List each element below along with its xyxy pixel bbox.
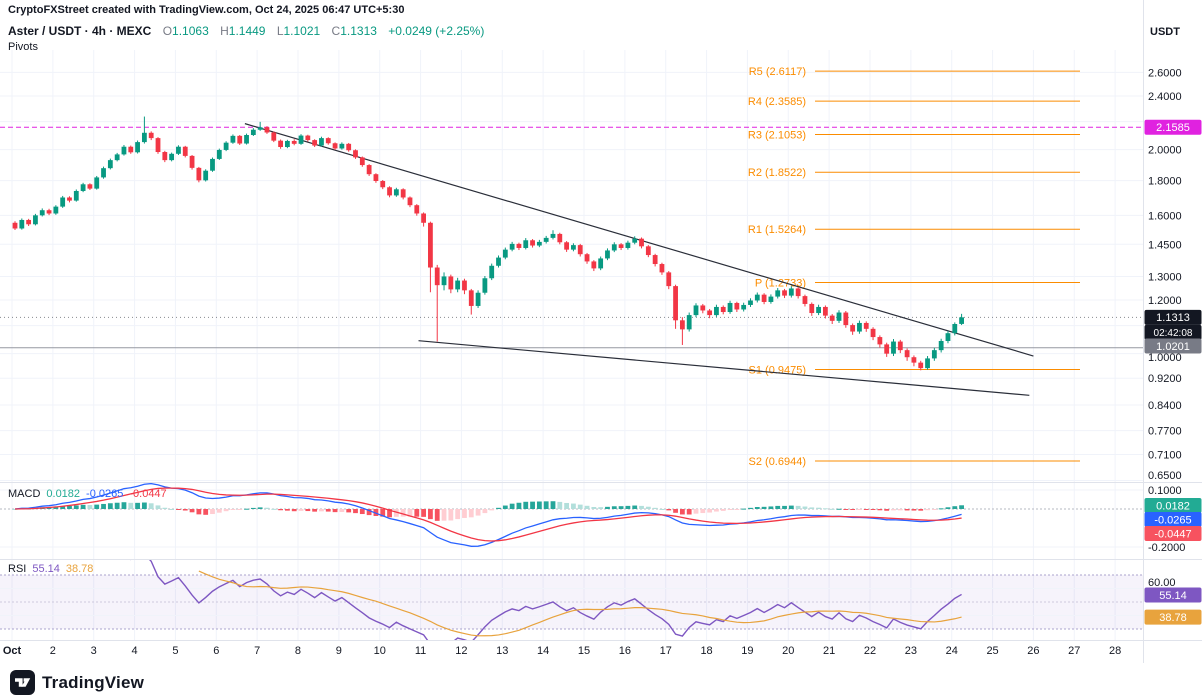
rsi-legend[interactable]: RSI 55.14 38.78 xyxy=(8,563,99,575)
svg-text:16: 16 xyxy=(619,645,631,657)
svg-text:R4 (2.3585): R4 (2.3585) xyxy=(748,96,806,108)
svg-text:10: 10 xyxy=(374,645,386,657)
svg-text:1.2000: 1.2000 xyxy=(1148,295,1182,307)
price-axis[interactable]: 2.6000 2.4000 2.0000 1.8000 1.6000 1.4500 1.30… xyxy=(0,0,1202,663)
svg-text:7: 7 xyxy=(254,645,260,657)
time-axis[interactable]: Oct 2 3 4 5 6 7 8 9 10 11 12 13 14 15 16 17 18 19 20 21 22 23 2… xyxy=(3,645,1121,657)
svg-text:S2 (0.6944): S2 (0.6944) xyxy=(749,456,806,468)
rsi-pane xyxy=(0,560,1143,640)
svg-text:2.4000: 2.4000 xyxy=(1148,91,1182,103)
svg-text:0.9200: 0.9200 xyxy=(1148,373,1182,385)
svg-text:0.7700: 0.7700 xyxy=(1148,426,1182,438)
svg-text:2.1585: 2.1585 xyxy=(1156,122,1190,134)
rsi-value: 55.14 xyxy=(32,563,60,575)
svg-text:Oct: Oct xyxy=(3,645,22,657)
svg-text:5: 5 xyxy=(172,645,178,657)
svg-text:28: 28 xyxy=(1109,645,1121,657)
svg-text:55.14: 55.14 xyxy=(1159,590,1187,602)
svg-text:0.8400: 0.8400 xyxy=(1148,400,1182,412)
svg-text:R2 (1.8522): R2 (1.8522) xyxy=(748,167,806,179)
pivots-indicator-label[interactable]: Pivots xyxy=(8,41,38,53)
svg-text:1.0000: 1.0000 xyxy=(1148,352,1182,364)
svg-text:22: 22 xyxy=(864,645,876,657)
svg-text:1.0201: 1.0201 xyxy=(1156,341,1190,353)
candles xyxy=(12,116,964,371)
macd-legend[interactable]: MACD 0.0182 -0.0265 -0.0447 xyxy=(8,488,173,500)
macd-label: MACD xyxy=(8,488,41,500)
macd-pane xyxy=(0,483,1143,548)
svg-text:14: 14 xyxy=(537,645,549,657)
symbol-title: Aster / USDT · 4h · MEXC xyxy=(8,24,152,38)
close-label: C xyxy=(331,24,341,38)
change-value: +0.0249 (+2.25%) xyxy=(388,24,485,38)
svg-text:R5 (2.6117): R5 (2.6117) xyxy=(749,66,806,78)
tradingview-logo-text: TradingView xyxy=(42,672,145,692)
svg-text:18: 18 xyxy=(700,645,712,657)
svg-text:6: 6 xyxy=(213,645,219,657)
tradingview-logo-icon xyxy=(10,670,35,695)
close-value: 1.1313 xyxy=(340,24,377,38)
high-label: H xyxy=(220,24,229,38)
symbol-legend[interactable]: Aster / USDT · 4h · MEXC O1.1063 H1.1449… xyxy=(8,24,484,38)
svg-text:4: 4 xyxy=(132,645,138,657)
svg-text:38.78: 38.78 xyxy=(1159,612,1187,624)
svg-text:24: 24 xyxy=(946,645,958,657)
svg-text:13: 13 xyxy=(496,645,508,657)
svg-text:12: 12 xyxy=(455,645,467,657)
main-pane: R5 (2.6117) R4 (2.3585) R3 (2.1053) R2 (1.8… xyxy=(0,66,1143,468)
svg-text:0.0182: 0.0182 xyxy=(1156,500,1190,512)
svg-text:27: 27 xyxy=(1068,645,1080,657)
svg-text:1.4500: 1.4500 xyxy=(1148,239,1182,251)
svg-text:0.7100: 0.7100 xyxy=(1148,449,1182,461)
svg-text:1.6000: 1.6000 xyxy=(1148,210,1182,222)
svg-text:2.6000: 2.6000 xyxy=(1148,67,1182,79)
open-value: 1.1063 xyxy=(172,24,209,38)
svg-text:-0.0447: -0.0447 xyxy=(1154,528,1191,540)
svg-text:25: 25 xyxy=(986,645,998,657)
svg-text:60.00: 60.00 xyxy=(1148,577,1176,589)
svg-text:R1 (1.5264): R1 (1.5264) xyxy=(748,224,806,236)
gridlines xyxy=(0,50,1143,640)
svg-text:23: 23 xyxy=(905,645,917,657)
svg-text:R3 (2.1053): R3 (2.1053) xyxy=(748,130,806,142)
svg-text:02:42:08: 02:42:08 xyxy=(1154,328,1193,339)
svg-text:9: 9 xyxy=(336,645,342,657)
svg-text:26: 26 xyxy=(1027,645,1039,657)
svg-text:19: 19 xyxy=(741,645,753,657)
svg-text:1.8000: 1.8000 xyxy=(1148,176,1182,188)
svg-text:11: 11 xyxy=(415,645,426,657)
high-value: 1.1449 xyxy=(228,24,266,38)
svg-text:8: 8 xyxy=(295,645,301,657)
svg-text:2: 2 xyxy=(50,645,56,657)
open-label: O xyxy=(162,24,173,38)
rsi-label: RSI xyxy=(8,563,27,575)
attribution-text: CryptoFXStreet created with TradingView.… xyxy=(8,4,405,16)
svg-text:2.0000: 2.0000 xyxy=(1148,145,1182,157)
svg-text:0.1000: 0.1000 xyxy=(1148,485,1182,497)
pivot-lines: R5 (2.6117) R4 (2.3585) R3 (2.1053) R2 (1.8… xyxy=(748,66,1080,468)
svg-text:3: 3 xyxy=(91,645,97,657)
low-value: 1.1021 xyxy=(283,24,321,38)
svg-text:-0.2000: -0.2000 xyxy=(1148,542,1185,554)
svg-text:17: 17 xyxy=(660,645,672,657)
svg-text:20: 20 xyxy=(782,645,794,657)
price-axis-currency: USDT xyxy=(1150,26,1180,38)
macd-line-value: -0.0265 xyxy=(86,488,124,500)
macd-hist-value: 0.0182 xyxy=(46,488,81,500)
svg-text:1.3000: 1.3000 xyxy=(1148,271,1182,283)
svg-text:1.1313: 1.1313 xyxy=(1156,312,1190,324)
macd-signal-value: -0.0447 xyxy=(129,488,167,500)
svg-text:15: 15 xyxy=(578,645,590,657)
svg-text:P (1.2733): P (1.2733) xyxy=(755,278,806,290)
low-label: L xyxy=(276,24,284,38)
tradingview-logo[interactable]: TradingView xyxy=(10,670,144,695)
svg-text:-0.0265: -0.0265 xyxy=(1154,514,1191,526)
svg-text:0.6500: 0.6500 xyxy=(1148,470,1182,482)
svg-text:21: 21 xyxy=(823,645,835,657)
rsi-ma-value: 38.78 xyxy=(65,563,94,575)
